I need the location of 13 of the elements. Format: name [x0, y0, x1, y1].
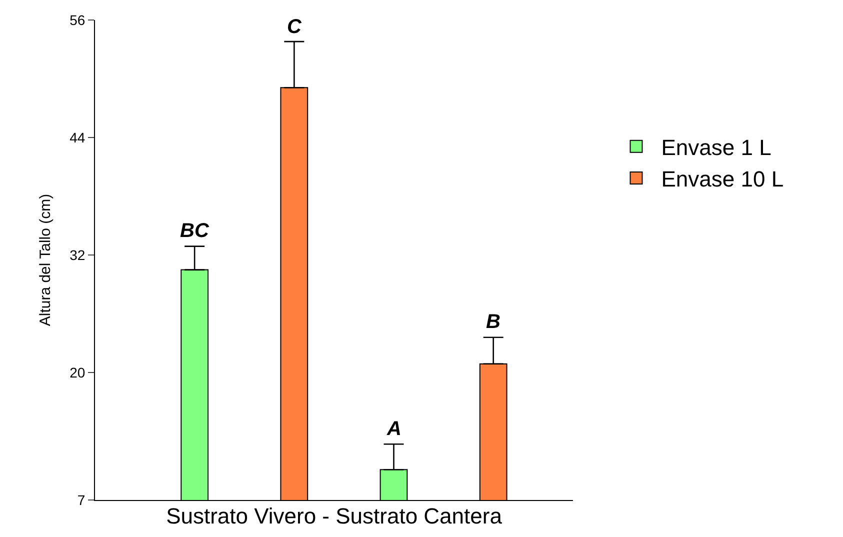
y-tick-label: 44 [70, 129, 86, 146]
y-tick-label: 56 [70, 12, 86, 28]
annotation: BC [180, 220, 210, 242]
legend-label: Envase 10 L [661, 166, 784, 192]
annotation: C [287, 16, 302, 38]
x-axis-title: Sustrato Vivero - Sustrato Cantera [166, 504, 503, 529]
y-axis-title: Altura del Tallo (cm) [36, 194, 54, 326]
annotation: A [386, 418, 402, 440]
y-tick-label: 32 [70, 247, 86, 263]
y-tick-label: 20 [70, 364, 86, 381]
legend-label: Envase 1 L [661, 134, 772, 160]
annotation: B [486, 311, 500, 333]
y-tick-label: 7 [77, 492, 86, 508]
